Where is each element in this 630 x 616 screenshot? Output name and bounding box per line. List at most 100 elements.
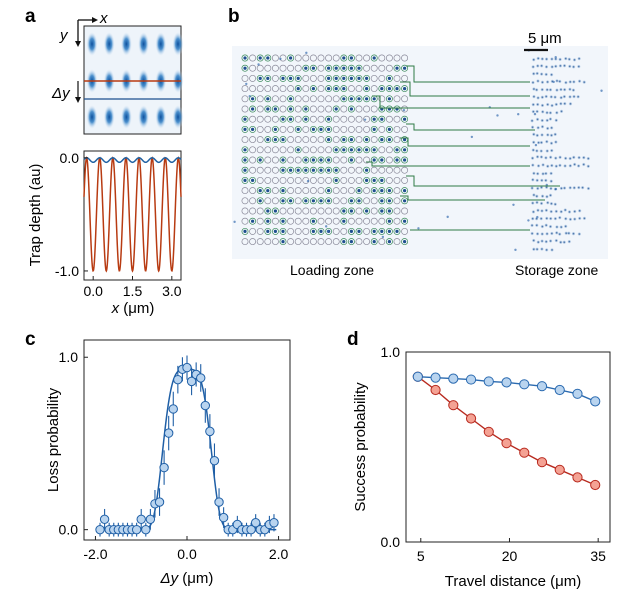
trap-site [294, 64, 302, 72]
plot-d-ticks: 5 20 35 0.0 1.0 [381, 344, 607, 564]
trap-site [340, 125, 348, 133]
atom [266, 97, 270, 101]
atom [349, 107, 353, 111]
atom [258, 189, 262, 193]
stored-atom [559, 109, 564, 114]
atom [349, 138, 353, 142]
trap-site [347, 176, 355, 184]
data-point [214, 497, 224, 507]
trap-site [363, 115, 371, 123]
plot-a-ylabel: Trap depth (au) [27, 164, 44, 267]
stored-atom [554, 110, 559, 115]
trap-site [271, 197, 279, 205]
trap-site [241, 207, 249, 215]
background-dot [233, 220, 236, 224]
trap-site [294, 156, 302, 164]
atom [266, 76, 270, 80]
stored-atom [563, 156, 568, 161]
stored-atom [558, 101, 563, 106]
stored-atom [539, 149, 544, 153]
stored-atom [536, 208, 540, 213]
trap-site [256, 146, 264, 154]
trap-site [385, 74, 393, 82]
trap-site [385, 146, 393, 154]
trap-site [393, 146, 401, 154]
trap-site [363, 95, 371, 103]
trap-site [325, 156, 333, 164]
atom [243, 66, 247, 70]
background-dot [496, 114, 499, 117]
trap-site [317, 197, 325, 205]
atom [357, 76, 361, 80]
trap-site [385, 105, 393, 113]
stored-atom [545, 231, 549, 236]
trap-site [378, 85, 386, 93]
trap-site [325, 115, 333, 123]
atom [266, 209, 270, 213]
trap-site [249, 227, 257, 235]
panel-label-c: c [25, 329, 36, 350]
stored-atom [564, 80, 568, 85]
trap-site [279, 217, 287, 225]
atom [319, 127, 323, 131]
trap-site [287, 146, 295, 154]
trap-site [401, 146, 409, 154]
trap-site [332, 238, 340, 246]
x-tick-label: 5 [417, 548, 425, 564]
series-point [430, 372, 441, 383]
series-point [536, 381, 548, 392]
loss-fit-curve [97, 368, 277, 531]
trap-site [355, 156, 363, 164]
atom [387, 138, 391, 142]
stored-atom [577, 232, 582, 236]
trap-site [370, 238, 378, 246]
trap-site [401, 176, 409, 184]
trap-site [378, 54, 386, 62]
trap-site [309, 115, 317, 123]
trap-site [249, 85, 257, 93]
trap-spot [103, 32, 115, 56]
trap-spot [155, 105, 167, 129]
trap-site [355, 64, 363, 72]
trap-site [393, 227, 401, 235]
trap-site [378, 207, 386, 215]
stored-atom [545, 200, 550, 205]
atom [243, 56, 247, 60]
stored-atom [555, 78, 559, 83]
stored-atom [534, 194, 539, 199]
stored-atom [540, 232, 545, 236]
trap-site [271, 156, 279, 164]
trap-site [325, 176, 333, 184]
stored-atom [530, 118, 534, 123]
series-point [501, 377, 512, 388]
trap-site [309, 85, 317, 93]
atom [311, 87, 315, 91]
trap-site [332, 64, 340, 72]
stored-atom [532, 171, 536, 176]
stored-atom [544, 208, 549, 213]
trap-site [378, 95, 386, 103]
data-point [205, 426, 215, 437]
trap-site [325, 166, 333, 174]
transport-path [406, 123, 535, 131]
data-point [200, 400, 211, 411]
stored-atom [576, 94, 581, 99]
trap-site [309, 176, 317, 184]
atom [387, 199, 391, 203]
loading-zone-label: Loading zone [290, 262, 374, 278]
trap-spot [120, 32, 132, 56]
stored-atom [540, 87, 545, 92]
trap-site [378, 217, 386, 225]
stored-atom [559, 87, 563, 92]
atom [273, 107, 277, 111]
stored-atom [577, 79, 582, 84]
data-point [131, 524, 142, 535]
atom [372, 56, 376, 60]
trap-site [393, 85, 401, 93]
atom [289, 107, 293, 111]
trap-site [309, 125, 317, 133]
transport-paths [366, 65, 560, 231]
trap-site [393, 187, 401, 195]
trap-site [264, 125, 272, 133]
trap-site [264, 146, 272, 154]
